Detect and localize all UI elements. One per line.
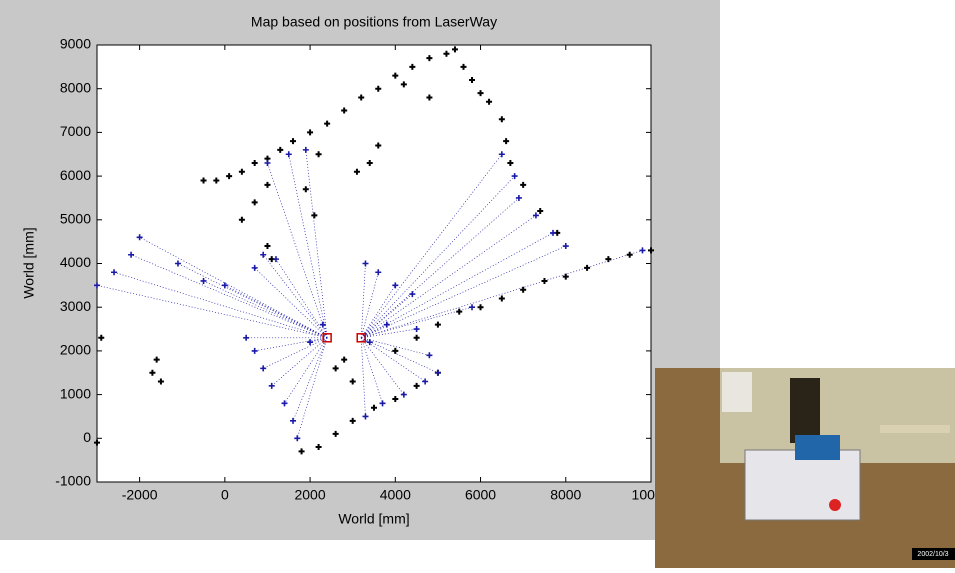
photo-board [722, 372, 752, 412]
x-tick-label: 4000 [380, 487, 411, 503]
y-tick-label: 1000 [60, 385, 91, 401]
x-tick-label: -2000 [122, 487, 158, 503]
y-tick-label: 9000 [60, 36, 91, 52]
y-tick-label: 3000 [60, 298, 91, 314]
y-tick-label: 6000 [60, 167, 91, 183]
y-axis-label: World [mm] [21, 227, 37, 298]
page: Map based on positions from LaserWay Wor… [0, 0, 955, 573]
photo-door [790, 378, 820, 443]
y-tick-label: 7000 [60, 123, 91, 139]
photo-robot-button [829, 499, 841, 511]
photo-robot-body [745, 450, 860, 520]
y-tick-label: 0 [83, 429, 91, 445]
x-tick-label: 8000 [550, 487, 581, 503]
x-tick-label: 2000 [294, 487, 325, 503]
photo-table [880, 425, 950, 433]
screen: Map based on positions from LaserWay Wor… [0, 0, 955, 568]
photo-robot-sensor [795, 435, 840, 460]
robot-photo: 2002/10/3 [655, 368, 955, 568]
chart-title: Map based on positions from LaserWay [251, 14, 497, 30]
x-tick-label: 6000 [465, 487, 496, 503]
x-tick-label: 0 [221, 487, 229, 503]
y-tick-label: 8000 [60, 79, 91, 95]
y-tick-label: -1000 [55, 473, 91, 489]
y-tick-label: 4000 [60, 254, 91, 270]
photo-timestamp: 2002/10/3 [917, 551, 948, 558]
y-tick-label: 2000 [60, 342, 91, 358]
x-axis-label: World [mm] [338, 511, 409, 527]
y-tick-label: 5000 [60, 211, 91, 227]
